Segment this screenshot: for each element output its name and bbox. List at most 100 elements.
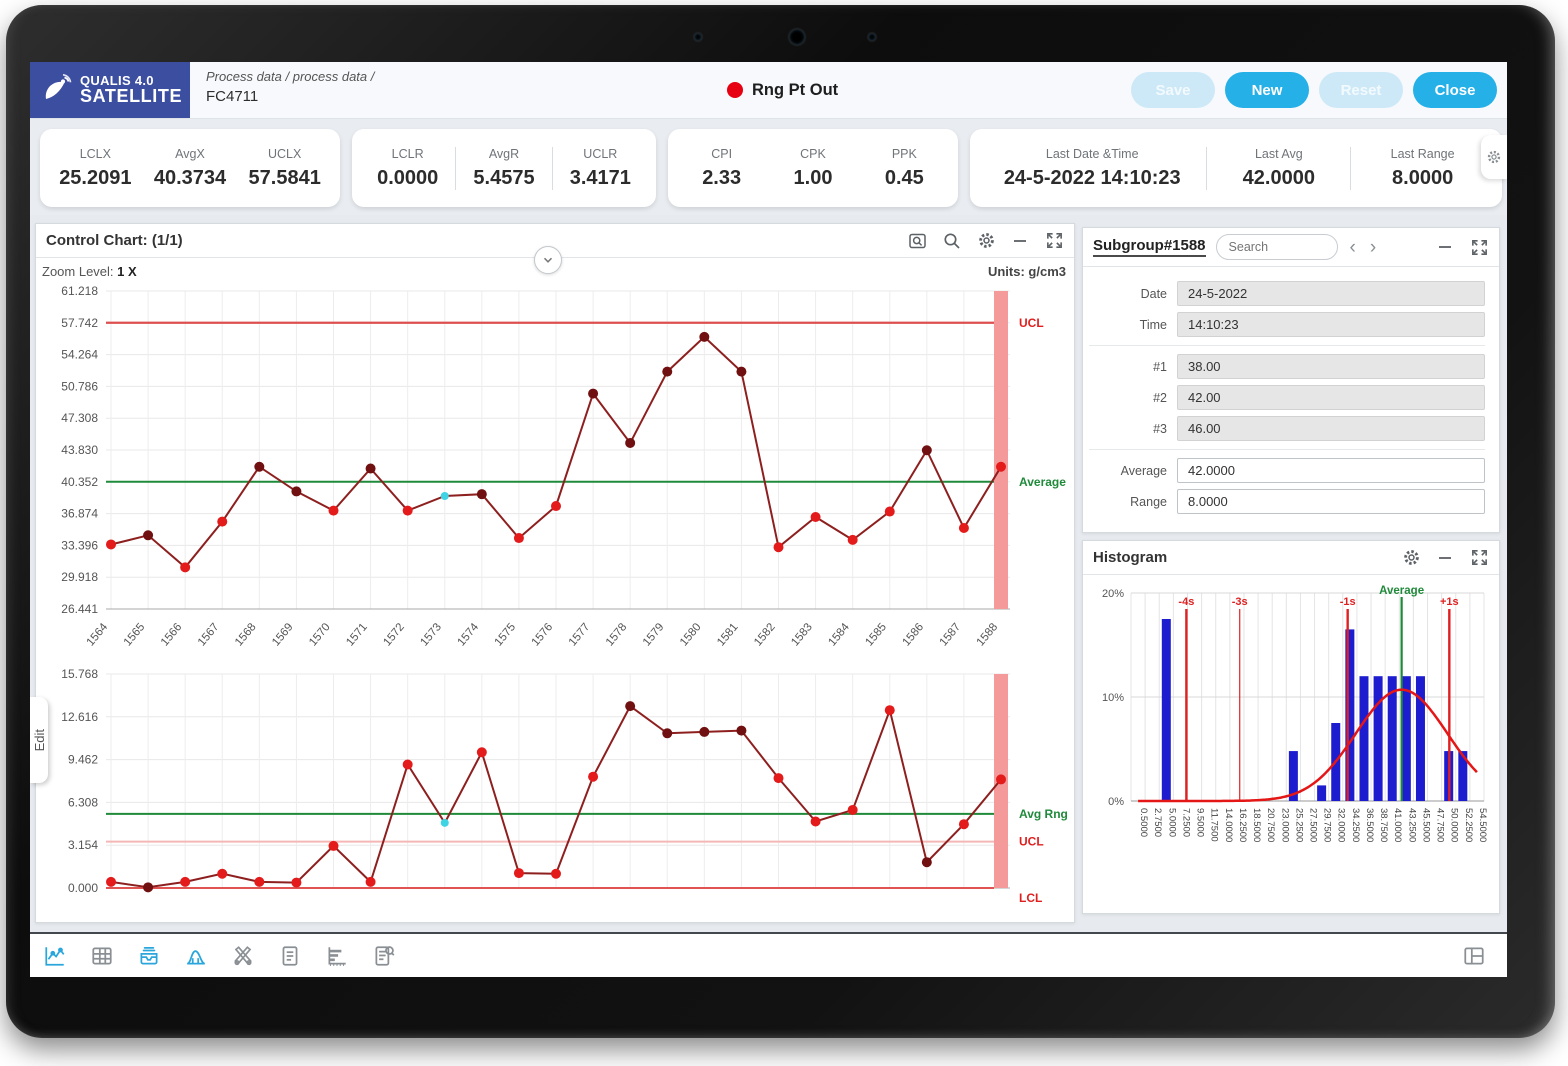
svg-text:0.000: 0.000: [68, 881, 98, 895]
last-sample-card: Last Date &Time 24-5-2022 14:10:23 Last A…: [970, 129, 1502, 207]
svg-text:1564: 1564: [85, 621, 111, 649]
svg-text:61.218: 61.218: [61, 284, 98, 298]
stat-cpi: CPI 2.33: [702, 146, 742, 189]
reset-button[interactable]: Reset: [1319, 72, 1403, 108]
svg-text:11.7500: 11.7500: [1209, 808, 1220, 842]
new-button[interactable]: New: [1225, 72, 1309, 108]
chevron-down-icon: [543, 257, 553, 263]
control-chart-title: Control Chart: (1/1): [46, 232, 183, 249]
stats-settings-tab[interactable]: [1481, 135, 1507, 179]
edit-tab[interactable]: Edit: [30, 697, 48, 783]
svg-text:12.616: 12.616: [61, 710, 98, 724]
svg-text:1569: 1569: [270, 621, 296, 648]
gear-icon[interactable]: [1401, 548, 1421, 568]
svg-text:1577: 1577: [567, 621, 593, 648]
pareto-view-icon[interactable]: [322, 941, 352, 971]
save-button[interactable]: Save: [1131, 72, 1215, 108]
svg-text:1565: 1565: [122, 621, 148, 648]
svg-text:1582: 1582: [752, 621, 778, 648]
range-input[interactable]: [1177, 489, 1485, 514]
next-subgroup-icon[interactable]: ›: [1369, 236, 1377, 258]
svg-text:43.2500: 43.2500: [1406, 808, 1417, 842]
svg-text:54.5000: 54.5000: [1477, 808, 1488, 842]
svg-text:1573: 1573: [418, 621, 444, 648]
subgroup-form: Date Time #1 #2 #3: [1083, 267, 1499, 514]
date-input[interactable]: [1177, 281, 1485, 306]
expand-icon[interactable]: [1469, 548, 1489, 568]
svg-text:14.0000: 14.0000: [1223, 808, 1234, 842]
status-label: Rng Pt Out: [752, 80, 839, 99]
svg-text:1572: 1572: [381, 621, 407, 648]
status-indicator: Rng Pt Out: [727, 62, 838, 118]
header-buttons: Save New Reset Close: [1131, 72, 1497, 108]
stat-avgx: AvgX 40.3734: [153, 146, 227, 189]
document-view-icon[interactable]: [275, 941, 305, 971]
prev-subgroup-icon[interactable]: ‹: [1349, 236, 1356, 258]
divider: [1089, 345, 1485, 346]
svg-text:1575: 1575: [493, 621, 519, 648]
svg-text:5.0000: 5.0000: [1166, 808, 1177, 837]
minimize-icon[interactable]: [1010, 231, 1030, 251]
svg-text:1579: 1579: [641, 621, 667, 648]
svg-text:32.0000: 32.0000: [1336, 808, 1347, 842]
subgroup-search-input[interactable]: [1215, 234, 1338, 260]
sensor-dot: [868, 33, 876, 41]
svg-text:47.308: 47.308: [61, 411, 98, 425]
app-header: QUALIS 4.0 SATELLITE Process data / proc…: [30, 62, 1507, 119]
svg-text:29.918: 29.918: [61, 570, 98, 584]
stat-last-datetime: Last Date &Time 24-5-2022 14:10:23: [1003, 146, 1181, 189]
subgroup-field-2: #2: [1089, 385, 1485, 410]
svg-text:1578: 1578: [604, 621, 630, 648]
subgroup-field-3: #3: [1089, 416, 1485, 441]
expand-icon[interactable]: [1469, 237, 1489, 257]
tray-view-icon[interactable]: [134, 941, 164, 971]
stat-ppk: PPK 0.45: [884, 146, 924, 189]
measurement-2-input[interactable]: [1177, 385, 1485, 410]
subgroup-field-average: Average: [1089, 458, 1485, 483]
svg-text:0%: 0%: [1108, 796, 1124, 808]
control-chart-view-icon[interactable]: [40, 941, 70, 971]
close-button[interactable]: Close: [1413, 72, 1497, 108]
expand-icon[interactable]: [1044, 231, 1064, 251]
range-chart[interactable]: 0.000 3.154 6.308 9.462 12.616 15.768 Avg Rng U…: [36, 660, 1074, 912]
xbar-chart[interactable]: 26.441 29.918 33.396 36.874 40.352 43.830 47.3…: [36, 268, 1074, 660]
units-label: Units: g/cm3: [987, 264, 1066, 279]
breadcrumb: Process data / process data / FC4711: [206, 69, 374, 105]
svg-text:1586: 1586: [900, 621, 926, 648]
measurement-3-input[interactable]: [1177, 416, 1485, 441]
stat-uclx: UCLX 57.5841: [248, 146, 321, 189]
svg-text:15.768: 15.768: [61, 667, 98, 681]
svg-text:0.5000: 0.5000: [1138, 808, 1149, 837]
minimize-icon[interactable]: [1435, 237, 1455, 257]
time-input[interactable]: [1177, 312, 1485, 337]
tools-view-icon[interactable]: [228, 941, 258, 971]
svg-text:9.5000: 9.5000: [1195, 808, 1206, 837]
collapse-chart-button[interactable]: [534, 246, 562, 274]
measurement-1-input[interactable]: [1177, 354, 1485, 379]
svg-text:20.7500: 20.7500: [1265, 808, 1276, 842]
svg-text:16.2500: 16.2500: [1237, 808, 1248, 842]
svg-text:47.7500: 47.7500: [1435, 808, 1446, 842]
stat-cpk: CPK 1.00: [793, 146, 833, 189]
svg-text:7.2500: 7.2500: [1180, 808, 1191, 837]
layout-panels-icon[interactable]: [1459, 941, 1489, 971]
svg-text:43.830: 43.830: [61, 443, 98, 457]
subgroup-field-range: Range: [1089, 489, 1485, 514]
distribution-view-icon[interactable]: [181, 941, 211, 971]
sensor-dot: [694, 33, 702, 41]
data-table-view-icon[interactable]: [87, 941, 117, 971]
svg-text:1588: 1588: [975, 621, 1001, 648]
zoom-area-icon[interactable]: [908, 231, 928, 251]
search-icon[interactable]: [942, 231, 962, 251]
zoom-level-label: Zoom Level: 1 X: [42, 264, 137, 279]
histogram-title: Histogram: [1093, 549, 1168, 566]
minimize-icon[interactable]: [1435, 548, 1455, 568]
svg-text:1581: 1581: [715, 621, 741, 648]
report-view-icon[interactable]: [369, 941, 399, 971]
svg-text:3.154: 3.154: [68, 838, 98, 852]
control-chart-panel: Control Chart: (1/1): [35, 223, 1075, 923]
gear-icon[interactable]: [976, 231, 996, 251]
average-input[interactable]: [1177, 458, 1485, 483]
svg-text:52.2500: 52.2500: [1463, 808, 1474, 842]
